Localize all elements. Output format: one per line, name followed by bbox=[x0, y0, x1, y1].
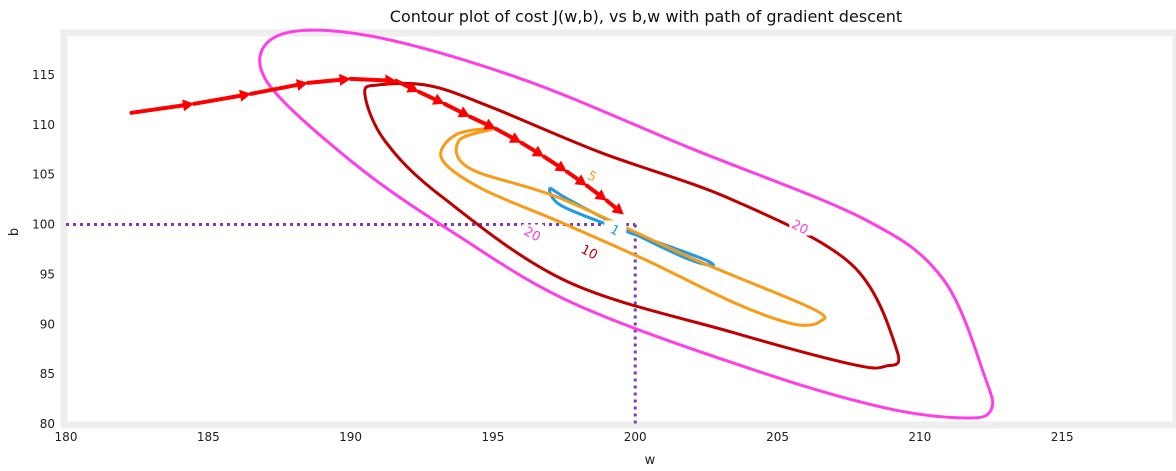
descent-step-shaft bbox=[394, 78, 412, 90]
contour-label-mask bbox=[789, 217, 812, 236]
x-tick-label: 180 bbox=[55, 430, 78, 444]
x-tick-label: 190 bbox=[339, 430, 362, 444]
gradient-descent-path bbox=[129, 73, 624, 215]
descent-step-arrowhead bbox=[508, 132, 522, 143]
contour-label-mask bbox=[604, 220, 627, 239]
y-axis-ticks: 80 85 90 95 100 105 110 115 bbox=[32, 68, 55, 431]
descent-step-arrowhead bbox=[554, 160, 567, 172]
x-tick-label: 210 bbox=[908, 430, 931, 444]
descent-step-arrowhead bbox=[296, 79, 308, 91]
optimum-reference-lines bbox=[66, 223, 637, 424]
x-tick-label: 185 bbox=[197, 430, 220, 444]
descent-step-shaft bbox=[249, 82, 300, 96]
contour-line bbox=[439, 127, 827, 327]
x-tick-label: 200 bbox=[624, 430, 647, 444]
x-tick-label: 195 bbox=[481, 430, 504, 444]
y-tick-label: 85 bbox=[40, 367, 55, 381]
descent-step-shaft bbox=[468, 114, 488, 127]
descent-step-arrowhead bbox=[483, 118, 496, 130]
y-tick-label: 100 bbox=[32, 218, 55, 232]
descent-step-arrowhead bbox=[574, 174, 587, 186]
descent-step-shaft bbox=[519, 140, 537, 153]
descent-step-arrowhead bbox=[339, 73, 351, 86]
x-tick-label: 215 bbox=[1051, 430, 1074, 444]
descent-step-shaft bbox=[584, 183, 600, 196]
descent-step-arrowhead bbox=[406, 81, 419, 93]
descent-step-shaft bbox=[442, 101, 463, 114]
descent-step-shaft bbox=[542, 154, 560, 168]
contour-label: 20 bbox=[789, 217, 811, 238]
contour-label-mask bbox=[521, 224, 544, 243]
descent-step-arrowhead bbox=[384, 74, 397, 87]
descent-step-shaft bbox=[564, 169, 580, 182]
y-tick-label: 105 bbox=[32, 168, 55, 182]
descent-step-shaft bbox=[493, 126, 514, 140]
descent-step-shaft bbox=[129, 103, 186, 115]
descent-step-shaft bbox=[416, 89, 437, 102]
descent-step-arrowhead bbox=[531, 145, 545, 157]
y-tick-label: 95 bbox=[40, 267, 55, 281]
y-tick-label: 110 bbox=[32, 118, 55, 132]
descent-step-arrowhead bbox=[182, 99, 195, 112]
contour-label: 10 bbox=[578, 242, 600, 263]
descent-step-shaft bbox=[348, 76, 388, 83]
contour-label: 20 bbox=[521, 224, 543, 245]
y-tick-label: 115 bbox=[32, 68, 55, 82]
chart-title: Contour plot of cost J(w,b), vs b,w with… bbox=[390, 7, 902, 26]
descent-step-arrowhead bbox=[239, 89, 251, 102]
y-tick-label: 80 bbox=[40, 417, 55, 431]
y-axis-label: b bbox=[7, 228, 22, 236]
x-axis-label: w bbox=[645, 453, 656, 468]
contour-line bbox=[363, 81, 901, 370]
descent-step-arrowhead bbox=[594, 189, 607, 201]
descent-step-arrowhead bbox=[457, 106, 471, 118]
x-axis-ticks: 180 185 190 195 200 205 210 215 bbox=[55, 430, 1074, 444]
y-tick-label: 90 bbox=[40, 317, 55, 331]
x-tick-label: 205 bbox=[766, 430, 789, 444]
descent-step-arrowhead bbox=[432, 93, 445, 105]
descent-step-shaft bbox=[192, 93, 243, 106]
contour-label-mask bbox=[581, 166, 604, 185]
descent-step-shaft bbox=[604, 198, 618, 210]
contour-label-mask bbox=[578, 242, 601, 261]
descent-step-shaft bbox=[305, 77, 342, 85]
descent-step-arrowhead bbox=[611, 202, 624, 215]
contour-line bbox=[258, 28, 995, 420]
